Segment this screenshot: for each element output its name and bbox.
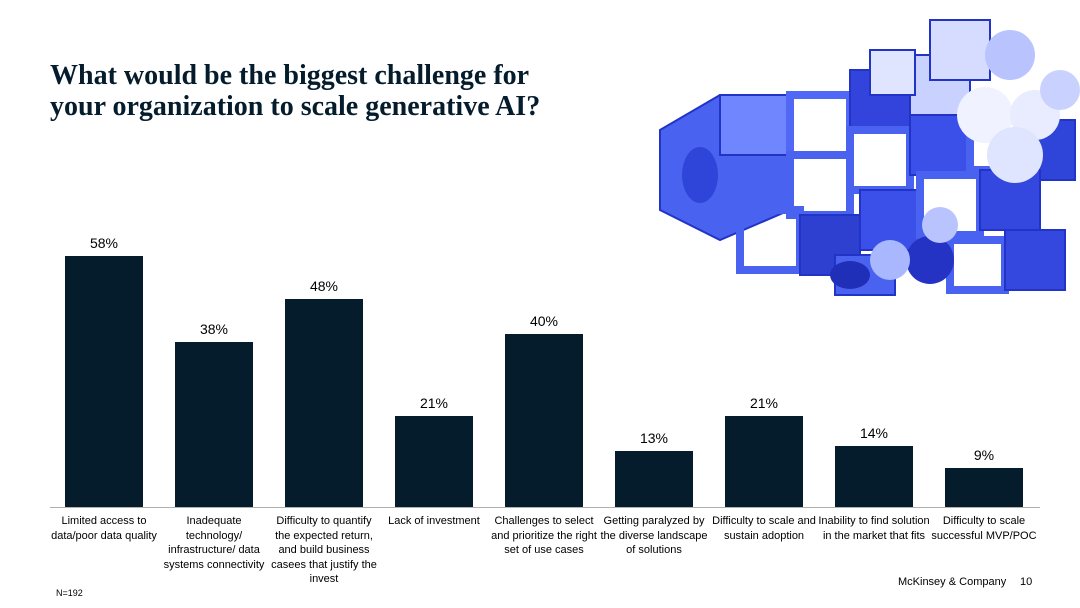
x-tick-label: Inadequate technology/ infrastructure/ d… — [163, 515, 265, 571]
x-tick-label: Getting paralyzed by the diverse landsca… — [600, 515, 708, 556]
bar — [615, 450, 693, 507]
x-tick-label: Challenges to select and prioritize the … — [491, 515, 597, 556]
value-label: 21% — [419, 395, 449, 412]
x-tick-label: Lack of investment — [388, 515, 480, 527]
bar — [285, 299, 363, 507]
x-tick-label: Inability to find solution in the market… — [818, 515, 930, 542]
value-label: 58% — [89, 234, 119, 251]
x-tick-label: Difficulty to scale successful MVP/POC — [931, 515, 1037, 542]
bar — [835, 446, 913, 507]
footer: McKinsey & Company — [898, 576, 1007, 588]
sample-note: N=192 — [56, 588, 83, 598]
bar — [725, 416, 803, 507]
page-number: 10 — [1020, 576, 1033, 588]
bar — [505, 333, 583, 507]
bar — [65, 255, 143, 507]
value-label: 38% — [199, 321, 229, 338]
x-tick-label: Difficulty to scale and sustain adoption — [712, 515, 816, 542]
chart-title: What would be the biggest challenge for … — [50, 60, 541, 122]
value-label: 40% — [529, 312, 559, 329]
value-label: 14% — [859, 425, 889, 442]
x-tick-label: Limited access to data/poor data quality — [51, 515, 157, 542]
decorative-cubes — [659, 19, 1080, 296]
baseline — [50, 507, 1040, 508]
value-label: 13% — [639, 429, 669, 446]
x-tick-label: Difficulty to quantify the expected retu… — [271, 515, 377, 585]
value-label: 9% — [973, 447, 995, 464]
bar — [175, 342, 253, 507]
bar — [945, 468, 1023, 507]
value-label: 48% — [309, 278, 339, 295]
value-label: 21% — [749, 395, 779, 412]
bar — [395, 416, 473, 507]
